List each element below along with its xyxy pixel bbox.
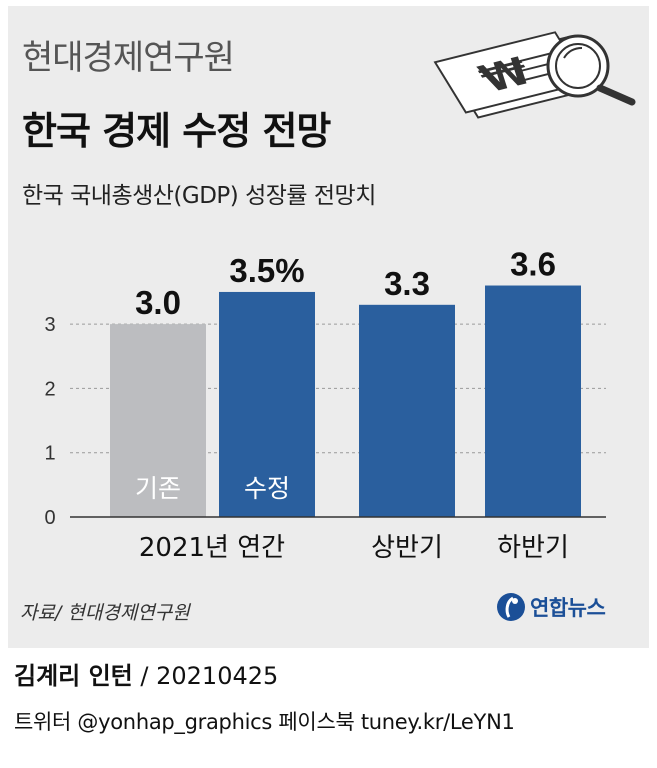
bar-value-label: 3.6 (510, 246, 556, 283)
y-tick-label: 1 (44, 443, 55, 465)
yonhap-logo-icon (497, 593, 525, 621)
y-tick-label: 0 (44, 507, 55, 529)
bar-value-label: 3.0 (135, 284, 181, 321)
credit-date: / 20210425 (132, 662, 279, 690)
logo-text: 연합뉴스 (530, 596, 606, 620)
y-tick-label: 3 (44, 314, 55, 336)
bar-inner-label: 기존 (135, 474, 181, 503)
x-category-label: 하반기 (497, 533, 569, 563)
page-title: 한국 경제 수정 전망 (22, 109, 331, 153)
bar (485, 285, 581, 517)
yonhap-logo: 연합뉴스 (496, 592, 606, 622)
org-title: 현대경제연구원 (22, 38, 235, 78)
bar (219, 291, 315, 517)
x-category-label: 상반기 (371, 533, 443, 563)
y-tick-label: 2 (44, 378, 55, 400)
magnifier-icon (546, 34, 636, 106)
bar (110, 324, 206, 517)
x-category-label: 2021년 연간 (139, 533, 285, 563)
document-won-icon: ₩ (433, 31, 636, 119)
credit-line: 김계리 인턴 / 20210425 (14, 656, 278, 691)
bar-value-label: 3.3 (384, 265, 430, 302)
bar-value-label: 3.5% (229, 252, 304, 289)
source-note: 자료/ 현대경제연구원 (20, 602, 190, 624)
author-name: 김계리 인턴 (14, 662, 133, 690)
bar (359, 304, 455, 517)
chart-subtitle: 한국 국내총생산(GDP) 성장률 전망치 (22, 183, 376, 209)
bar-inner-label: 수정 (244, 474, 290, 503)
social-links: 트위터 @yonhap_graphics 페이스북 tuney.kr/LeYN1 (14, 710, 515, 734)
